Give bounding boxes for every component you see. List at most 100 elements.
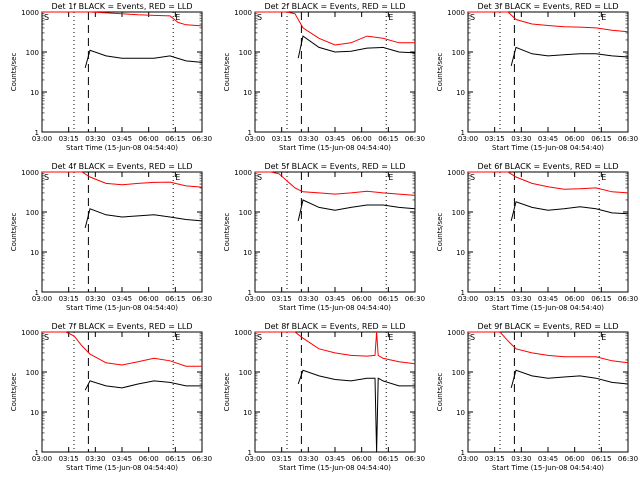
x-tick-label: 06:00 <box>565 455 585 463</box>
x-tick-label: 03:15 <box>272 135 292 143</box>
x-tick-label: 03:00 <box>458 135 478 143</box>
y-tick-label: 100 <box>452 369 465 377</box>
x-tick-label: 06:30 <box>405 135 425 143</box>
x-tick-label: 03:00 <box>458 455 478 463</box>
x-axis-label: Start Time (15-Jun-08 04:54:40) <box>492 464 604 472</box>
x-tick-label: 03:30 <box>85 295 105 303</box>
x-tick-label: 03:00 <box>245 295 265 303</box>
x-tick-label: 03:15 <box>59 135 79 143</box>
plot-frame <box>254 171 416 293</box>
events-series-line <box>297 35 416 59</box>
lld-series-line <box>255 331 416 365</box>
x-axis-ticks: 03:00 03:15 03:30 03:45 06:00 06:15 06:30 <box>32 12 212 143</box>
y-tick-label: 10 <box>30 89 39 97</box>
y-axis-label: Counts/sec <box>223 53 231 92</box>
y-axis-ticks: 1 10 100 1000 <box>21 329 202 457</box>
x-tick-label: 03:15 <box>272 295 292 303</box>
events-series-line <box>510 369 629 389</box>
panel-det-1: Det 1f BLACK = Events, RED = LLD 1 10 100 10… <box>10 2 212 152</box>
panel-det-8: Det 8f BLACK = Events, RED = LLD 1 10 100 10… <box>223 322 425 472</box>
events-series-line <box>510 46 629 67</box>
end-marker: E <box>388 333 393 342</box>
x-tick-label: 06:15 <box>591 455 611 463</box>
x-tick-label: 03:00 <box>245 455 265 463</box>
panel-title: Det 4f BLACK = Events, RED = LLD <box>51 162 192 171</box>
panel-det-3: Det 3f BLACK = Events, RED = LLD 1 10 100 10… <box>436 2 638 152</box>
lld-series-line <box>468 331 629 364</box>
panel-title: Det 7f BLACK = Events, RED = LLD <box>51 322 192 331</box>
y-axis-label: Counts/sec <box>223 373 231 412</box>
x-tick-label: 03:00 <box>32 295 52 303</box>
y-tick-label: 10 <box>30 249 39 257</box>
plot-frame <box>254 11 416 133</box>
y-axis-ticks: 1 10 100 1000 <box>447 9 628 137</box>
x-axis-label: Start Time (15-Jun-08 04:54:40) <box>279 304 391 312</box>
lld-series-line <box>42 331 202 367</box>
x-axis-ticks: 03:00 03:15 03:30 03:45 06:00 06:15 06:30 <box>245 332 425 463</box>
x-tick-label: 03:30 <box>298 295 318 303</box>
x-tick-label: 06:00 <box>565 295 585 303</box>
end-marker: E <box>388 173 393 182</box>
x-tick-label: 03:15 <box>272 455 292 463</box>
x-tick-label: 03:30 <box>511 295 531 303</box>
y-tick-label: 1 <box>248 289 252 297</box>
x-tick-label: 06:15 <box>378 295 398 303</box>
end-marker: E <box>175 333 180 342</box>
x-tick-label: 06:00 <box>352 135 372 143</box>
x-tick-label: 06:00 <box>565 135 585 143</box>
x-tick-label: 03:30 <box>85 135 105 143</box>
panel-det-2: Det 2f BLACK = Events, RED = LLD 1 10 100 10… <box>223 2 425 152</box>
x-axis-ticks: 03:00 03:15 03:30 03:45 06:00 06:15 06:30 <box>245 172 425 303</box>
x-tick-label: 03:45 <box>538 295 558 303</box>
y-tick-label: 10 <box>243 249 252 257</box>
y-tick-label: 100 <box>26 209 39 217</box>
x-tick-label: 06:15 <box>378 455 398 463</box>
start-marker: S <box>44 333 49 342</box>
panel-det-5: Det 5f BLACK = Events, RED = LLD 1 10 100 10… <box>223 162 425 312</box>
x-tick-label: 03:15 <box>59 455 79 463</box>
x-tick-label: 06:00 <box>139 135 159 143</box>
start-marker: S <box>470 13 475 22</box>
y-tick-label: 1000 <box>21 329 39 337</box>
x-tick-label: 03:45 <box>112 455 132 463</box>
events-series-line <box>84 380 202 391</box>
y-tick-label: 10 <box>243 89 252 97</box>
x-axis-ticks: 03:00 03:15 03:30 03:45 06:00 06:15 06:30 <box>32 172 212 303</box>
x-tick-label: 03:45 <box>538 135 558 143</box>
x-tick-label: 03:00 <box>245 135 265 143</box>
x-tick-label: 03:30 <box>298 135 318 143</box>
x-tick-label: 03:15 <box>485 295 505 303</box>
y-tick-label: 10 <box>456 249 465 257</box>
panel-title: Det 2f BLACK = Events, RED = LLD <box>264 2 405 11</box>
panel-title: Det 1f BLACK = Events, RED = LLD <box>51 2 192 11</box>
events-series-line <box>297 369 415 453</box>
x-tick-label: 06:15 <box>165 455 185 463</box>
x-tick-label: 03:30 <box>511 135 531 143</box>
x-tick-label: 03:30 <box>85 455 105 463</box>
panel-det-7: Det 7f BLACK = Events, RED = LLD 1 10 100 10… <box>10 322 212 472</box>
y-axis-label: Counts/sec <box>10 53 18 92</box>
panel-title: Det 8f BLACK = Events, RED = LLD <box>264 322 405 331</box>
y-tick-label: 1000 <box>234 9 252 17</box>
y-axis-ticks: 1 10 100 1000 <box>447 329 628 457</box>
x-tick-label: 03:30 <box>298 455 318 463</box>
x-axis-ticks: 03:00 03:15 03:30 03:45 06:00 06:15 06:30 <box>458 12 638 143</box>
y-tick-label: 1000 <box>234 329 252 337</box>
y-axis-ticks: 1 10 100 1000 <box>234 329 415 457</box>
lld-series-line <box>468 171 629 194</box>
panel-title: Det 3f BLACK = Events, RED = LLD <box>477 2 618 11</box>
y-axis-label: Counts/sec <box>436 213 444 252</box>
x-tick-label: 06:30 <box>192 295 212 303</box>
panel-det-4: Det 4f BLACK = Events, RED = LLD 1 10 100 10… <box>10 162 212 312</box>
x-axis-label: Start Time (15-Jun-08 04:54:40) <box>492 304 604 312</box>
x-tick-label: 06:30 <box>192 135 212 143</box>
x-tick-label: 03:45 <box>325 135 345 143</box>
x-tick-label: 03:00 <box>458 295 478 303</box>
y-tick-label: 100 <box>452 209 465 217</box>
plot-frame <box>41 331 203 453</box>
x-tick-label: 03:45 <box>112 295 132 303</box>
panel-det-6: Det 6f BLACK = Events, RED = LLD 1 10 100 10… <box>436 162 638 312</box>
events-series-line <box>84 49 203 69</box>
end-marker: E <box>601 333 606 342</box>
